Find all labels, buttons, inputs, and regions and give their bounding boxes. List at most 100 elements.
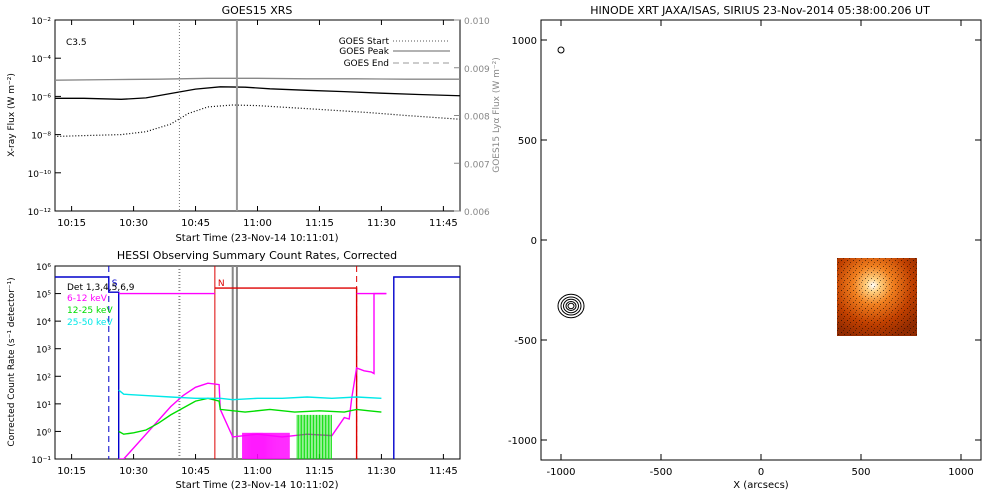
goes-y-label: X-ray Flux (W m⁻²)	[7, 73, 17, 157]
goes-y-ticks: 10⁻¹² 10⁻¹⁰ 10⁻⁸ 10⁻⁶ 10⁻⁴ 10⁻²	[28, 17, 61, 218]
xrt-x-tick-label: -500	[650, 467, 673, 478]
xrt-contour-4	[567, 302, 575, 310]
hessi-y-tick-label: 10¹	[36, 401, 51, 411]
xrt-x-ticks: -1000 -500 0 500 1000	[546, 20, 974, 478]
xrt-contour-0	[557, 293, 585, 319]
xrt-small-contour	[557, 46, 565, 54]
hessi-y-tick-label: 10⁶	[36, 263, 51, 273]
xrt-x-tick-label: -1000	[546, 467, 575, 478]
xrt-image-speckle	[837, 258, 917, 336]
goes-y2-label: GOES15 Lyα Flux (W m⁻²)	[492, 57, 502, 173]
goes-x-label: Start Time (23-Nov-14 10:11:01)	[175, 233, 338, 244]
goes-panel: GOES15 XRS 10:15 10:30 10:45 11:00 11:15 11:3…	[7, 4, 502, 244]
hessi-y-tick-label: 10²	[36, 373, 51, 383]
hessi-series-line-2	[214, 287, 358, 459]
goes-annotation: C3.5	[66, 38, 87, 48]
hessi-series-layer	[55, 276, 460, 459]
goes-y2-tick-label: 0.008	[464, 113, 490, 123]
goes-series-line-1	[55, 104, 460, 138]
hessi-title: HESSI Observing Summary Count Rates, Cor…	[117, 249, 397, 262]
goes-title: GOES15 XRS	[222, 4, 293, 17]
goes-x-tick-label: 10:30	[119, 218, 148, 229]
hessi-flag-0: S	[112, 279, 118, 289]
goes-y2-tick-label: 0.010	[464, 17, 490, 27]
goes-series-line-0	[55, 86, 460, 100]
goes-legend-start: GOES Start	[339, 37, 390, 47]
hessi-flag-1: N	[218, 279, 225, 289]
hessi-legend-det: Det 1,3,4,5,6,9	[67, 283, 135, 293]
goes-y-tick-label: 10⁻⁸	[31, 132, 51, 142]
goes-x-tick-label: 10:15	[57, 218, 86, 229]
hessi-y-tick-label: 10⁵	[36, 291, 51, 301]
hessi-y-tick-label: 10⁴	[36, 318, 51, 328]
xrt-panel: HINODE XRT JAXA/ISAS, SIRIUS 23-Nov-2014…	[508, 4, 982, 491]
xrt-y-tick-label: -500	[514, 336, 537, 347]
xrt-y-tick-label: 1000	[512, 36, 537, 47]
xrt-y-ticks: -1000 -500 0 500 1000	[508, 36, 981, 447]
xrt-x-tick-label: 0	[758, 467, 764, 478]
xrt-contour-1	[560, 296, 582, 316]
goes-x-tick-label: 11:30	[367, 218, 396, 229]
hessi-x-tick-label: 11:30	[367, 466, 396, 477]
hessi-y-tick-label: 10³	[36, 346, 51, 356]
hessi-x-label: Start Time (23-Nov-14 10:11:02)	[175, 480, 338, 491]
goes-y2-tick-label: 0.009	[464, 65, 490, 75]
xrt-plot-frame	[540, 19, 982, 461]
goes-y-tick-label: 10⁻⁴	[31, 55, 51, 65]
hessi-y-tick-label: 10⁰	[36, 428, 51, 438]
hessi-series-line-1	[393, 276, 460, 459]
goes-legend: GOES Start GOES Peak GOES End	[339, 37, 450, 69]
goes-x-tick-label: 10:45	[181, 218, 210, 229]
xrt-x-label: X (arcsecs)	[733, 480, 789, 491]
goes-x-tick-label: 11:45	[429, 218, 458, 229]
xrt-contours	[557, 46, 585, 319]
hessi-hatch-layer	[242, 414, 332, 459]
hessi-x-ticks: 10:15 10:30 10:45 11:00 11:15 11:30 11:45	[57, 454, 458, 477]
goes-markers	[178, 20, 238, 211]
xrt-y-tick-label: -1000	[508, 436, 537, 447]
xrt-x-tick-label: 1000	[948, 467, 973, 478]
goes-y-tick-label: 10⁻⁶	[31, 93, 51, 103]
goes-y-tick-label: 10⁻²	[31, 17, 51, 27]
goes-series-layer	[55, 77, 460, 138]
hessi-series-line-4	[118, 397, 382, 435]
goes-series-line-2	[55, 77, 460, 81]
hessi-x-tick-label: 11:15	[305, 466, 334, 477]
hessi-x-tick-label: 10:15	[57, 466, 86, 477]
goes-y-tick-label: 10⁻¹⁰	[28, 170, 52, 180]
xrt-x-tick-label: 500	[851, 467, 870, 478]
hessi-series-line-0	[55, 276, 120, 459]
goes-y-tick-label: 10⁻¹²	[28, 208, 52, 218]
hessi-x-tick-label: 10:45	[181, 466, 210, 477]
hessi-x-tick-label: 10:30	[119, 466, 148, 477]
xrt-image	[837, 258, 917, 336]
goes-legend-end: GOES End	[344, 59, 389, 69]
hessi-legend-12-25: 12-25 keV	[67, 306, 113, 316]
hessi-legend: Det 1,3,4,5,6,9 6-12 keV 12-25 keV 25-50…	[67, 283, 135, 328]
goes-x-tick-label: 11:00	[243, 218, 272, 229]
hessi-x-tick-label: 11:00	[243, 466, 272, 477]
goes-y2-ticks: 0.006 0.007 0.008 0.009 0.010	[454, 17, 490, 218]
hessi-legend-25-50: 25-50 keV	[67, 318, 113, 328]
xrt-y-tick-label: 0	[531, 236, 537, 247]
xrt-title: HINODE XRT JAXA/ISAS, SIRIUS 23-Nov-2014…	[590, 4, 930, 17]
hessi-plot-frame	[54, 265, 461, 460]
goes-legend-peak: GOES Peak	[339, 47, 389, 57]
hessi-y-label: Corrected Count Rate (s⁻¹ detector⁻¹)	[7, 277, 17, 446]
hessi-legend-6-12: 6-12 keV	[67, 294, 108, 304]
hessi-x-tick-label: 11:45	[429, 466, 458, 477]
goes-plot-frame	[54, 19, 461, 212]
hessi-series-line-5	[118, 389, 382, 401]
goes-y2-tick-label: 0.006	[464, 208, 490, 218]
xrt-contour-2	[563, 298, 579, 314]
goes-x-ticks: 10:15 10:30 10:45 11:00 11:15 11:30 11:45	[57, 20, 458, 229]
hessi-y-ticks: 10⁻¹ 10⁰ 10¹ 10² 10³ 10⁴ 10⁵ 10⁶	[31, 263, 61, 466]
hessi-y-tick-label: 10⁻¹	[31, 456, 51, 466]
hessi-panel: HESSI Observing Summary Count Rates, Cor…	[7, 249, 461, 491]
goes-x-tick-label: 11:15	[305, 218, 334, 229]
xrt-contour-3	[565, 301, 577, 311]
goes-y2-tick-label: 0.007	[464, 160, 490, 170]
xrt-y-tick-label: 500	[518, 136, 537, 147]
